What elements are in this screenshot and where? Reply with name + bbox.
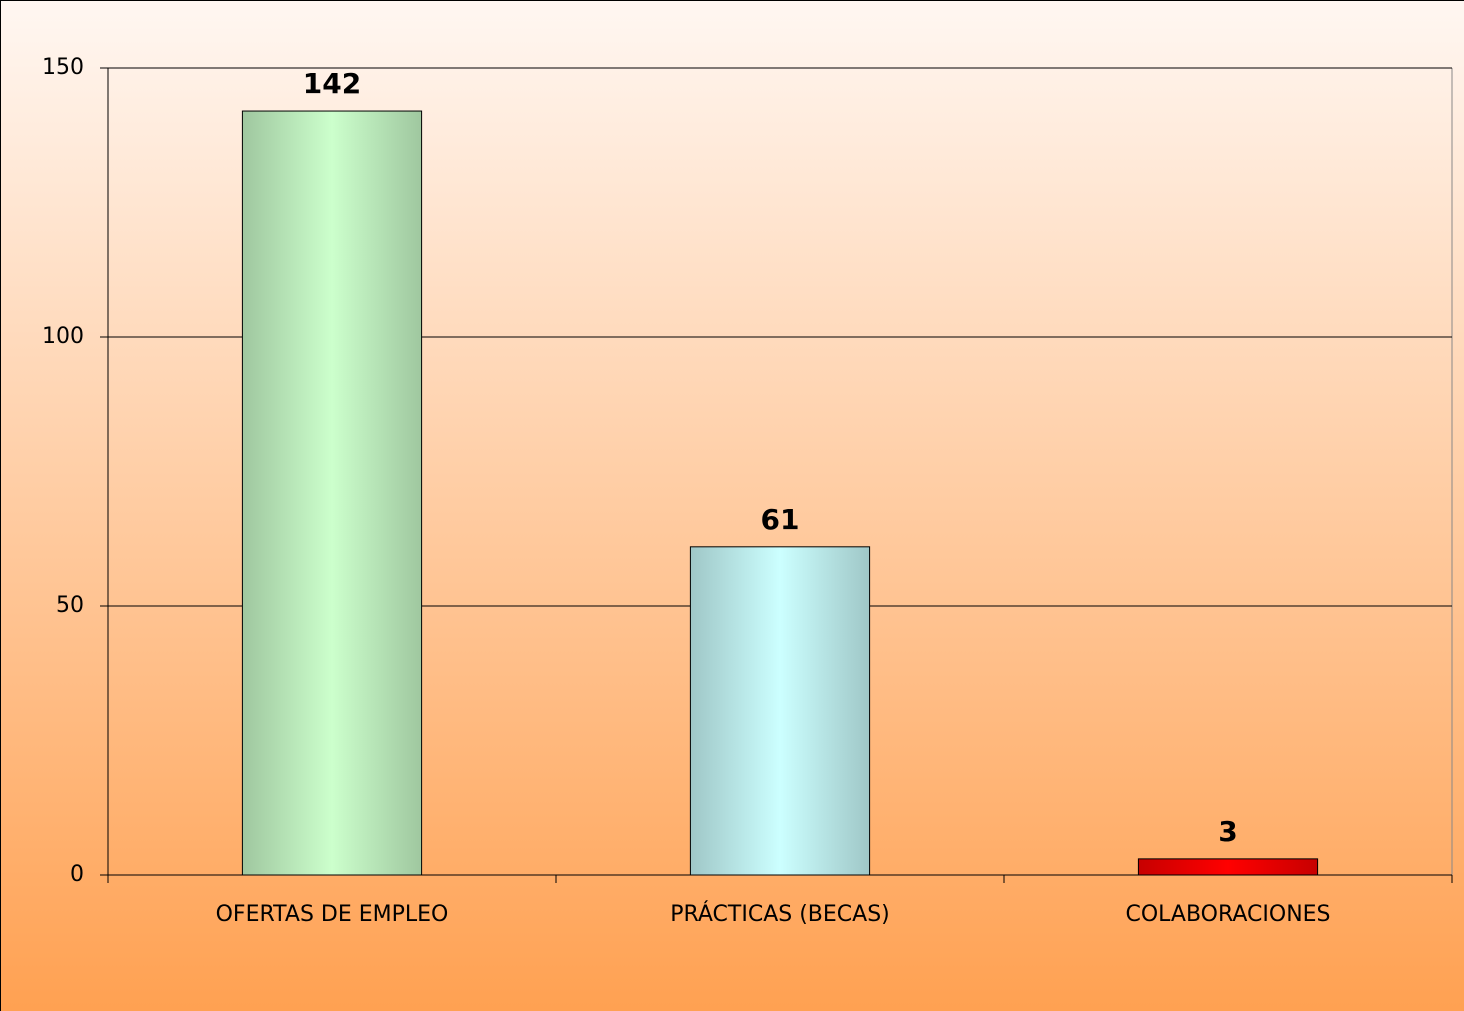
value-label: 142 [303, 67, 361, 100]
bar [241, 110, 423, 876]
y-tick-label: 150 [42, 55, 84, 80]
y-tick-label: 100 [42, 324, 84, 349]
x-tick-label: PRÁCTICAS (BECAS) [670, 901, 890, 927]
x-tick-label: OFERTAS DE EMPLEO [216, 902, 449, 927]
bar [1137, 858, 1319, 876]
value-label: 61 [761, 503, 800, 536]
y-tick-label: 0 [70, 862, 84, 887]
value-label: 3 [1218, 815, 1237, 848]
bar [689, 546, 871, 876]
x-tick-label: COLABORACIONES [1125, 902, 1330, 927]
y-tick-label: 50 [56, 593, 84, 618]
